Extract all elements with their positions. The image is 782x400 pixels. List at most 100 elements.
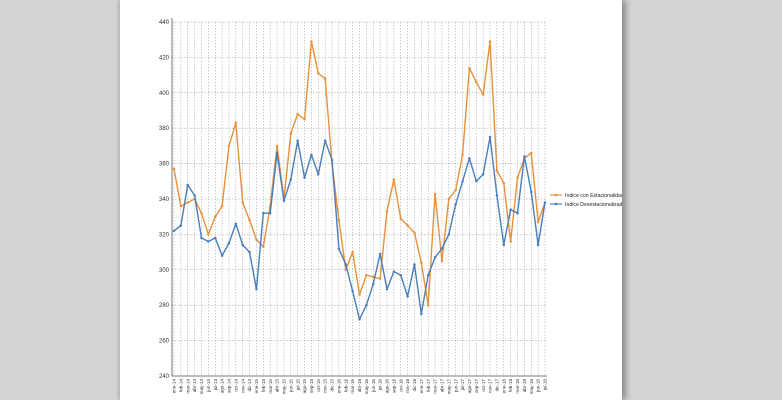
data-point	[330, 158, 334, 162]
grid	[172, 21, 547, 377]
x-tick-label: jun-15	[288, 379, 293, 393]
data-point	[523, 155, 526, 158]
x-tick-label: abr-17	[440, 379, 445, 393]
data-point	[337, 247, 341, 250]
x-tick-label: ene-18	[501, 379, 506, 394]
x-tick-label: mar-18	[515, 379, 520, 394]
x-tick-label: feb-17	[426, 379, 431, 392]
data-point	[248, 250, 251, 254]
data-point	[495, 194, 499, 197]
legend-entry: Indice Desestacionalizado	[550, 202, 622, 208]
data-point	[509, 240, 512, 243]
data-point	[468, 66, 471, 70]
line-chart: 240 260 280 300 320 340 360 380 400 420 440 ene-14…	[159, 18, 622, 395]
x-tick-label: oct-16	[398, 379, 403, 392]
data-point	[495, 169, 499, 172]
x-tick-label: sep-17	[474, 379, 479, 393]
x-tick-label: abr-15	[275, 379, 280, 393]
data-point	[186, 183, 189, 187]
x-tick-label: jul-17	[460, 379, 465, 392]
data-point	[516, 176, 519, 180]
x-tick-label: feb-18	[508, 379, 513, 392]
data-point	[337, 218, 341, 222]
data-point	[392, 270, 396, 273]
data-point	[323, 139, 327, 142]
data-point	[399, 273, 402, 277]
x-tick-label: mar-14	[185, 379, 190, 394]
x-tick-label: jul-14	[213, 379, 218, 392]
x-tick-label: nov-17	[488, 379, 493, 393]
x-tick-label: oct-17	[481, 379, 486, 392]
legend-label: Indice con Estacionalidad	[565, 193, 622, 199]
data-point	[172, 229, 176, 233]
x-tick-label: feb-14	[178, 379, 183, 392]
data-point	[543, 201, 547, 204]
y-axis-ticks: 240 260 280 300 320 340 360 380 400 420 440	[159, 20, 170, 380]
legend-marker	[554, 193, 558, 197]
data-point	[323, 77, 327, 80]
x-tick-label: ago-14	[220, 379, 225, 394]
data-point	[344, 263, 348, 266]
x-tick-label: sep-14	[227, 379, 232, 393]
data-point	[186, 201, 189, 204]
x-tick-label: mar-16	[350, 379, 355, 394]
x-tick-label: ago-17	[467, 379, 472, 394]
data-point	[234, 222, 238, 226]
data-point	[385, 210, 389, 213]
data-point	[426, 273, 430, 277]
data-point	[475, 180, 478, 183]
y-tick-label: 300	[159, 268, 170, 274]
x-tick-label: jul-18	[543, 379, 548, 392]
data-point	[303, 118, 306, 121]
x-tick-label: ene-16	[336, 379, 341, 394]
data-point	[248, 218, 251, 222]
data-point	[310, 153, 313, 156]
data-point	[502, 243, 506, 247]
y-tick-label: 320	[159, 232, 170, 238]
x-tick-label: nov-14	[240, 379, 245, 393]
x-tick-label: may-16	[364, 379, 369, 395]
x-tick-label: dic-16	[412, 379, 417, 392]
data-point	[179, 224, 183, 227]
x-tick-label: jun-16	[371, 379, 376, 393]
data-point	[255, 288, 258, 291]
x-tick-label: ene-14	[172, 379, 177, 394]
data-point	[426, 303, 430, 307]
x-tick-label: jun-14	[206, 379, 211, 393]
x-tick-label: dic-15	[330, 379, 335, 392]
data-point	[296, 139, 299, 142]
data-point	[385, 288, 389, 291]
legend-label: Indice Desestacionalizado	[565, 202, 622, 208]
data-point	[200, 211, 203, 215]
data-point	[255, 238, 258, 241]
data-point	[378, 252, 382, 256]
data-point	[282, 199, 286, 203]
data-point	[268, 211, 272, 215]
data-point	[241, 201, 244, 204]
y-tick-label: 280	[159, 303, 170, 309]
data-point	[502, 181, 506, 185]
x-tick-label: may-14	[199, 379, 204, 395]
data-point	[303, 176, 306, 180]
x-tick-label: oct-14	[233, 379, 238, 392]
data-point	[275, 144, 279, 148]
x-tick-label: jun-18	[536, 379, 541, 393]
data-point	[200, 236, 203, 240]
data-point	[179, 204, 183, 208]
data-point	[220, 204, 224, 208]
data-point	[413, 263, 416, 266]
data-point	[365, 273, 368, 277]
y-tick-label: 420	[159, 55, 170, 61]
data-point	[392, 178, 396, 181]
data-point	[447, 233, 451, 236]
x-tick-label: mar-15	[268, 379, 273, 394]
axes	[171, 18, 547, 377]
x-tick-label: ene-17	[419, 379, 424, 394]
x-tick-label: abr-18	[522, 379, 527, 393]
x-tick-label: may-15	[282, 379, 287, 395]
y-tick-label: 440	[159, 20, 170, 26]
data-point	[530, 151, 533, 155]
data-point	[213, 236, 217, 240]
data-point	[371, 282, 375, 286]
data-point	[371, 275, 375, 279]
